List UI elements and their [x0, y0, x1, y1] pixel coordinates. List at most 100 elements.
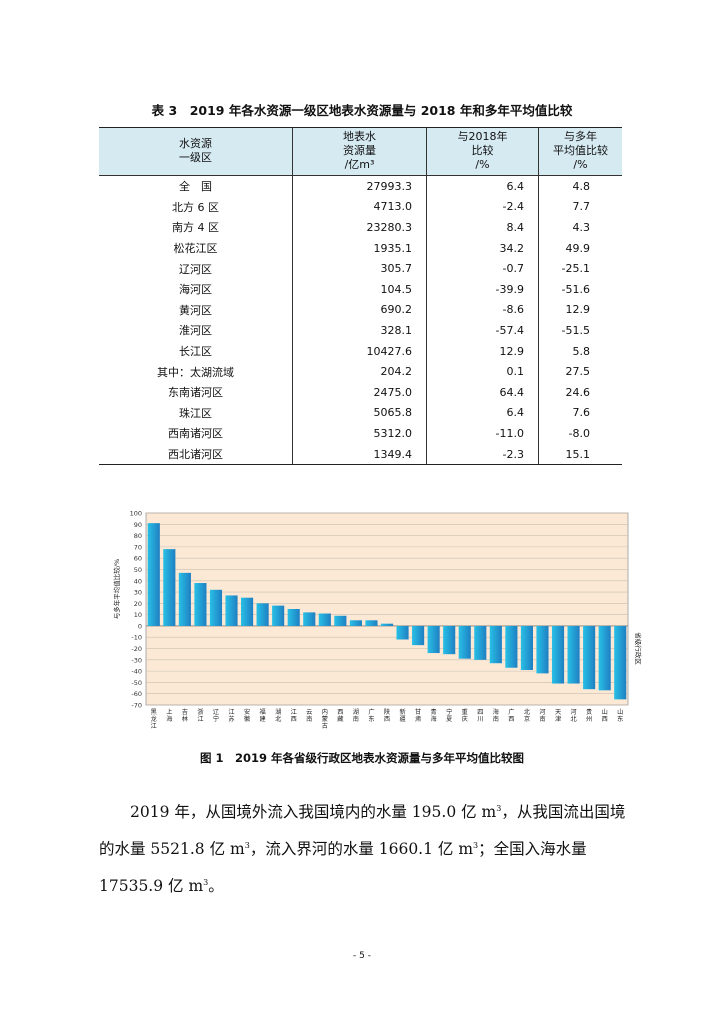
- bar-广东: [365, 620, 378, 626]
- sup-4: 3: [203, 878, 209, 888]
- y-tick-label: 0: [138, 622, 142, 630]
- bar-吉林: [178, 572, 191, 626]
- bar-江苏: [225, 595, 238, 626]
- y-tick-label: -30: [131, 656, 142, 664]
- value-cell: 10427.6: [292, 340, 427, 362]
- bar-青海: [427, 625, 440, 654]
- sup-1: 3: [496, 804, 502, 813]
- value-cell: 24.6: [538, 381, 622, 403]
- region-name-cell: 辽河区: [179, 262, 212, 276]
- x-tick-label: 云南: [306, 709, 312, 723]
- x-axis-label: 省级行政区: [634, 632, 642, 665]
- bar-黑龙江: [147, 523, 160, 626]
- value-cell: 305.7: [292, 258, 427, 279]
- para-segment-5: 。: [208, 877, 224, 896]
- value-cell: 12.9: [538, 299, 622, 321]
- value-cell: 6.4: [426, 175, 539, 197]
- x-tick-label: 黑龙江: [151, 709, 157, 730]
- x-tick-label: 新疆: [399, 708, 405, 723]
- header-line: 资源量: [343, 144, 376, 157]
- y-tick-label: 70: [134, 543, 142, 551]
- water-resources-table: 水资源 一级区 地表水 资源量/亿m³ 与2018年 比较/% 与多年 平均值比较/% 全 国…: [99, 127, 622, 466]
- value-cell: -2.3: [426, 443, 539, 466]
- value-cell: 328.1: [292, 320, 427, 341]
- header-line: 与多年: [564, 130, 597, 143]
- sup-3: 3: [473, 841, 479, 851]
- header-line: 水资源: [179, 137, 212, 150]
- x-tick-label: 福建: [260, 708, 266, 723]
- header-cell-1: 地表水 资源量/亿m³: [292, 127, 427, 176]
- value-cell: 64.4: [426, 381, 539, 403]
- value-cell: -8.6: [426, 299, 539, 321]
- value-cell: 4.8: [538, 175, 622, 197]
- x-tick-label: 陕西: [384, 708, 390, 723]
- value-cell: 1935.1: [292, 237, 427, 259]
- region-name-cell: 松花江区: [173, 242, 218, 256]
- value-cell: 6.4: [426, 402, 539, 424]
- value-cell: 12.9: [426, 340, 539, 362]
- region-name-cell: 北方 6 区: [172, 200, 219, 214]
- bar-浙江: [194, 583, 207, 626]
- table-row: 珠江区 5065.8 6.4 7.6: [99, 402, 622, 424]
- x-tick-label: 安徽: [244, 708, 251, 723]
- y-tick-label: -60: [131, 690, 142, 698]
- bar-宁夏: [443, 625, 456, 655]
- value-cell: 104.5: [292, 278, 427, 300]
- table-row: 松花江区 1935.1 34.2 49.9: [99, 237, 622, 259]
- x-tick-label: 辽宁: [213, 708, 220, 723]
- x-tick-label: 山西: [602, 708, 608, 723]
- bar-河南: [536, 625, 549, 674]
- table-row: 其中：太湖流域 204.2 0.1 27.5: [99, 361, 622, 382]
- header-line: /%: [475, 158, 490, 171]
- table-title: 表 3 2019 年各水资源一级区地表水资源量与 2018 年和多年平均值比较: [151, 103, 573, 118]
- value-cell: 7.7: [538, 196, 622, 218]
- value-cell: -57.4: [426, 320, 539, 341]
- bar-四川: [474, 625, 487, 660]
- bar-上海: [163, 549, 176, 626]
- bar-贵州: [583, 625, 596, 690]
- bar-湖北: [272, 605, 285, 626]
- page-number: - 5 -: [353, 951, 371, 961]
- x-tick-label: 河北: [570, 708, 577, 723]
- y-tick-label: -20: [131, 645, 142, 653]
- header-line: 与2018年: [457, 130, 508, 143]
- table-header: 水资源 一级区 地表水 资源量/亿m³ 与2018年 比较/% 与多年 平均值比较/%: [99, 127, 622, 176]
- bar-山东: [614, 625, 627, 700]
- bar-海南: [489, 625, 502, 664]
- region-name-cell: 长江区: [179, 345, 212, 359]
- y-tick-label: 90: [134, 521, 142, 529]
- region-name-cell: 南方 4 区: [172, 221, 219, 235]
- para-segment-1: 2019 年，从国境外流入我国境内的水量 195.0 亿 m: [130, 803, 497, 822]
- y-tick-label: 20: [134, 600, 142, 608]
- bar-福建: [256, 603, 269, 626]
- sup-2: 3: [244, 841, 250, 851]
- x-tick-label: 甘肃: [415, 708, 421, 723]
- value-cell: 5312.0: [292, 423, 427, 444]
- table-row: 长江区 10427.6 12.9 5.8: [99, 340, 622, 362]
- value-cell: 0.1: [426, 361, 539, 382]
- y-tick-label: -10: [131, 634, 142, 642]
- header-line: 一级区: [179, 151, 212, 164]
- value-cell: -51.5: [538, 320, 622, 341]
- x-tick-label: 四川: [477, 709, 483, 723]
- bar-云南: [303, 612, 316, 626]
- value-cell: 5.8: [538, 340, 622, 362]
- table-row: 南方 4 区 23280.3 8.4 4.3: [99, 217, 622, 238]
- bar-甘肃: [412, 625, 425, 646]
- value-cell: -2.4: [426, 196, 539, 218]
- bar-湖南: [349, 620, 362, 626]
- bar-安徽: [241, 597, 254, 626]
- y-tick-label: 30: [134, 589, 142, 597]
- header-line: /亿m³: [344, 158, 375, 171]
- x-tick-label: 山东: [617, 708, 623, 723]
- y-tick-label: 50: [134, 566, 142, 574]
- x-tick-label: 宁夏: [446, 708, 452, 723]
- value-cell: 4.3: [538, 217, 622, 238]
- header-line: 地表水: [343, 130, 376, 143]
- y-tick-label: 40: [134, 577, 142, 585]
- para-segment-3: ，流入界河的水量 1660.1 亿 m: [249, 840, 474, 859]
- x-tick-label: 江西: [291, 709, 297, 723]
- table-row: 黄河区 690.2 -8.6 12.9: [99, 299, 622, 321]
- value-cell: 2475.0: [292, 381, 427, 403]
- x-tick-label: 浙江: [197, 708, 203, 723]
